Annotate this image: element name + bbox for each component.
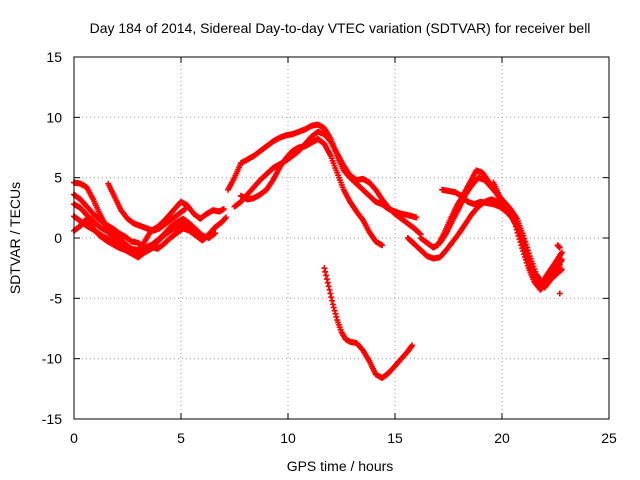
- data-point: [558, 249, 565, 256]
- data-point: [331, 307, 338, 314]
- series-arc-11: [404, 196, 565, 287]
- data-point: [508, 209, 515, 216]
- chart-title: Day 184 of 2014, Sidereal Day-to-day VTE…: [90, 20, 591, 36]
- series-arc-17: [556, 290, 563, 297]
- data-point: [330, 304, 337, 311]
- data-point: [555, 262, 562, 269]
- data-point: [333, 313, 340, 320]
- data-point: [222, 215, 229, 222]
- y-tick-label: 15: [46, 49, 62, 65]
- data-point: [379, 242, 386, 249]
- data-point: [154, 242, 161, 249]
- x-tick-label: 15: [387, 430, 403, 446]
- x-axis-label: GPS time / hours: [287, 458, 394, 474]
- series-arc-7: [225, 121, 420, 221]
- data-point: [327, 290, 334, 297]
- y-tick-label: 10: [46, 109, 62, 125]
- data-point: [329, 297, 336, 304]
- data-point: [332, 310, 339, 317]
- axis-ticks: 0 5 10 15 20 25 -15 -10 -5 0 5 10 15: [42, 49, 617, 446]
- y-tick-label: 0: [54, 230, 62, 246]
- data-point: [409, 342, 416, 349]
- data-point: [324, 279, 331, 286]
- data-point: [556, 244, 563, 251]
- data-point: [199, 232, 206, 239]
- series-arc-5: [71, 215, 161, 261]
- data-point: [182, 206, 189, 213]
- data-point: [556, 290, 563, 297]
- y-tick-label: 5: [54, 170, 62, 186]
- data-point: [222, 214, 229, 221]
- data-point: [321, 265, 328, 272]
- series-arc-6: [105, 180, 189, 234]
- series-arc-15: [490, 179, 516, 217]
- grid: [74, 57, 609, 419]
- series-arc-10: [321, 265, 416, 381]
- y-tick-label: -5: [50, 290, 63, 306]
- series-arc-3: [71, 201, 229, 258]
- data-point: [325, 283, 332, 290]
- y-tick-label: -10: [42, 351, 62, 367]
- y-axis-label: SDTVAR / TECUs: [7, 182, 23, 294]
- data-point: [220, 206, 227, 213]
- data-point: [558, 266, 565, 273]
- data-point: [322, 268, 329, 275]
- data-point: [328, 294, 335, 301]
- data-point: [558, 256, 565, 263]
- x-tick-label: 5: [177, 430, 185, 446]
- series-arc-9: [231, 128, 424, 238]
- data-point: [329, 301, 336, 308]
- series-arc-16: [554, 242, 563, 251]
- x-tick-label: 20: [494, 430, 510, 446]
- x-tick-label: 0: [70, 430, 78, 446]
- data-point: [323, 276, 330, 283]
- data-point: [326, 286, 333, 293]
- data-point: [323, 272, 330, 279]
- data-point: [416, 230, 423, 237]
- x-tick-label: 10: [280, 430, 296, 446]
- data-point: [556, 261, 563, 268]
- y-tick-label: -15: [42, 411, 62, 427]
- data-point: [413, 214, 420, 221]
- data-point: [509, 210, 516, 217]
- x-tick-label: 25: [601, 430, 617, 446]
- data-marks: [71, 121, 565, 381]
